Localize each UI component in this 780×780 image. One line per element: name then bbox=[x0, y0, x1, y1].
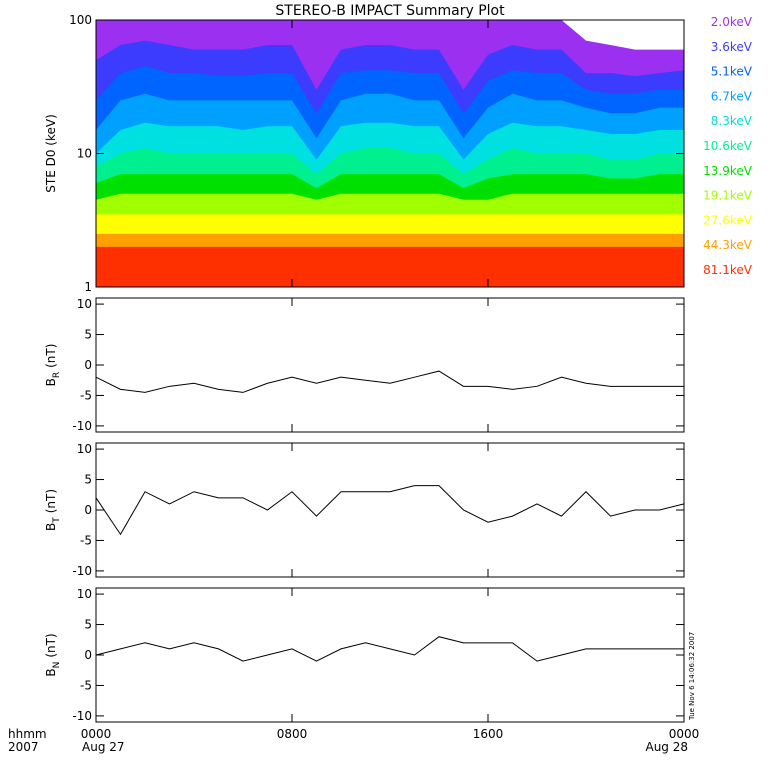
x-date-label: Aug 27 bbox=[82, 740, 125, 754]
field-line bbox=[95, 370, 684, 393]
legend-entry: 8.3keV bbox=[711, 114, 753, 128]
x-axis-label: hhmm bbox=[8, 727, 47, 741]
field-line bbox=[95, 636, 684, 662]
legend-entry: 44.3keV bbox=[703, 238, 753, 252]
legend-entry: 3.6keV bbox=[711, 40, 753, 54]
y-tick-label: -10 bbox=[72, 419, 92, 433]
legend-entry: 19.1keV bbox=[703, 189, 753, 203]
y-tick-label: 5 bbox=[84, 618, 92, 632]
y-axis-label-unit: (nT) bbox=[44, 344, 58, 368]
x-tick-label: 0800 bbox=[277, 727, 308, 741]
legend-entry: 81.1keV bbox=[703, 263, 753, 277]
y-tick-label: -10 bbox=[72, 564, 92, 578]
plot-title: STEREO-B IMPACT Summary Plot bbox=[275, 3, 505, 19]
x-date-label: Aug 28 bbox=[645, 740, 688, 754]
y-axis-label-symbol: B bbox=[44, 668, 58, 676]
field-line bbox=[95, 485, 685, 536]
y-axis-label: BT (nT) bbox=[44, 489, 62, 531]
y-axis-label-symbol: B bbox=[44, 378, 58, 386]
y-tick-label: -5 bbox=[80, 388, 92, 402]
y-axis-label-unit: (nT) bbox=[44, 489, 58, 513]
y-tick-label: 10 bbox=[77, 587, 92, 601]
y-tick-label: 5 bbox=[84, 328, 92, 342]
legend-entry: 13.9keV bbox=[703, 164, 753, 178]
legend-entry: 5.1keV bbox=[711, 65, 753, 79]
y-tick-label: -5 bbox=[80, 533, 92, 547]
x-axis-label: 2007 bbox=[8, 740, 39, 754]
x-tick-label: 0000 bbox=[81, 727, 112, 741]
y-axis-label-subscript: R bbox=[52, 372, 62, 378]
legend-entry: 2.0keV bbox=[711, 15, 753, 29]
y-tick-label: 10 bbox=[77, 442, 92, 456]
y-axis-label-subscript: N bbox=[52, 662, 62, 669]
y-axis-label: BR (nT) bbox=[44, 344, 62, 387]
y-tick-label: 10 bbox=[77, 297, 92, 311]
y-tick-label: 100 bbox=[69, 13, 92, 27]
y-tick-label: 0 bbox=[84, 503, 92, 517]
y-tick-label: -5 bbox=[80, 678, 92, 692]
x-tick-label: 1600 bbox=[473, 727, 504, 741]
y-tick-label: 0 bbox=[84, 358, 92, 372]
y-tick-label: -10 bbox=[72, 709, 92, 723]
y-axis-label-subscript: T bbox=[52, 517, 62, 524]
y-axis-label: STE D0 (keV) bbox=[44, 114, 58, 193]
energy-band bbox=[96, 246, 684, 287]
y-axis-label-symbol: B bbox=[44, 523, 58, 531]
x-tick-label: 0000 bbox=[669, 727, 700, 741]
y-tick-label: 1 bbox=[84, 280, 92, 294]
legend-entry: 10.6keV bbox=[703, 139, 753, 153]
y-tick-label: 10 bbox=[77, 147, 92, 161]
legend-entry: 27.6keV bbox=[703, 213, 753, 227]
legend-entry: 6.7keV bbox=[711, 89, 753, 103]
footnote: Tue Nov 6 14:06:32 2007 bbox=[688, 632, 696, 721]
y-axis-label: BN (nT) bbox=[44, 633, 62, 676]
y-tick-label: 0 bbox=[84, 648, 92, 662]
y-axis-label-unit: (nT) bbox=[44, 633, 58, 657]
y-tick-label: 5 bbox=[84, 473, 92, 487]
